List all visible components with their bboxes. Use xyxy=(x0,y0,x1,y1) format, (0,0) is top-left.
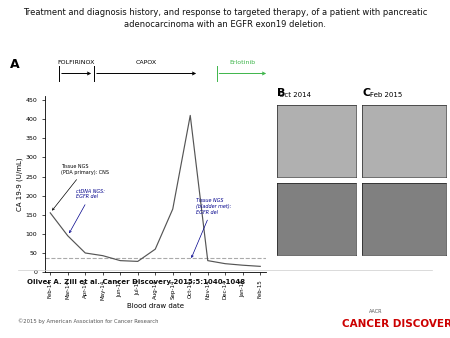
Text: CAPOX: CAPOX xyxy=(136,60,157,65)
Text: AACR: AACR xyxy=(369,309,382,314)
X-axis label: Blood draw date: Blood draw date xyxy=(127,303,184,309)
Text: Oct 2014: Oct 2014 xyxy=(279,92,311,98)
Text: Oliver A. Zill et al. Cancer Discovery 2015;5:1040-1048: Oliver A. Zill et al. Cancer Discovery 2… xyxy=(27,279,245,285)
Text: Treatment and diagnosis history, and response to targeted therapy, of a patient : Treatment and diagnosis history, and res… xyxy=(23,8,427,29)
Text: Erlotinib: Erlotinib xyxy=(230,60,256,65)
Text: B: B xyxy=(277,88,285,98)
Text: C: C xyxy=(362,88,370,98)
Text: ctDNA NGS:
EGFR del: ctDNA NGS: EGFR del xyxy=(69,189,105,233)
Text: Tissue NGS
(bladder met):
EGFR del: Tissue NGS (bladder met): EGFR del xyxy=(192,198,231,257)
Text: FOLFIRINOX: FOLFIRINOX xyxy=(58,60,95,65)
Text: CANCER DISCOVERY: CANCER DISCOVERY xyxy=(342,319,450,330)
Y-axis label: CA 19-9 (U/mL): CA 19-9 (U/mL) xyxy=(16,158,23,211)
Text: Feb 2015: Feb 2015 xyxy=(370,92,402,98)
Text: Tissue NGS
(PDA primary): CNS: Tissue NGS (PDA primary): CNS xyxy=(53,164,109,210)
Text: ©2015 by American Association for Cancer Research: ©2015 by American Association for Cancer… xyxy=(18,318,158,324)
Text: A: A xyxy=(10,58,19,71)
